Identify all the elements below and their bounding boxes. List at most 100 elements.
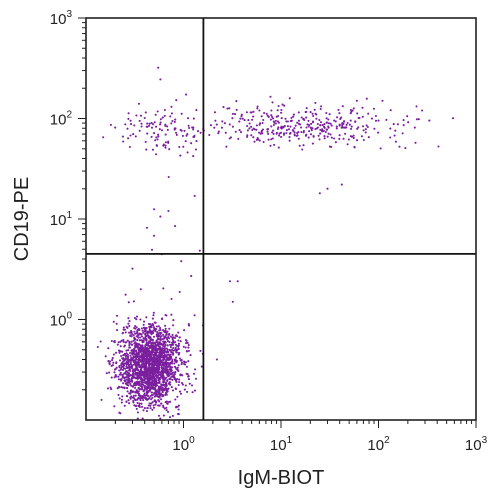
data-point <box>142 399 145 402</box>
data-point <box>169 115 172 118</box>
data-point <box>141 341 144 344</box>
data-point <box>319 121 323 124</box>
data-point <box>122 140 125 143</box>
data-point <box>163 383 166 386</box>
data-point <box>133 344 136 348</box>
data-point <box>340 116 343 119</box>
data-point <box>311 142 314 145</box>
data-point <box>323 123 326 126</box>
data-point <box>145 394 148 397</box>
data-point <box>143 393 146 396</box>
data-point <box>214 119 217 122</box>
data-point <box>145 341 148 344</box>
data-point <box>228 123 231 126</box>
data-point <box>187 360 190 363</box>
data-point <box>107 360 110 363</box>
data-point <box>150 122 153 125</box>
data-point <box>152 311 155 314</box>
data-point <box>349 135 352 138</box>
data-point <box>122 354 125 357</box>
data-point <box>143 351 146 354</box>
data-point <box>123 359 126 362</box>
data-point <box>146 352 149 355</box>
quadrant-gate-lines <box>86 18 476 420</box>
data-point <box>186 151 189 154</box>
data-point <box>313 108 316 111</box>
data-point <box>171 360 174 363</box>
data-point <box>367 112 370 115</box>
data-point <box>139 376 142 379</box>
data-point <box>110 376 113 379</box>
data-point <box>143 357 146 360</box>
data-point <box>176 405 179 408</box>
data-point <box>146 406 149 410</box>
data-point <box>139 370 142 373</box>
data-point <box>113 376 116 379</box>
data-point <box>318 138 321 141</box>
data-point <box>140 333 143 336</box>
data-point <box>158 345 161 348</box>
data-point <box>374 119 378 122</box>
data-point <box>114 367 117 371</box>
data-point <box>117 378 120 381</box>
data-point <box>135 376 138 379</box>
data-point <box>266 128 270 131</box>
data-point <box>307 136 310 139</box>
data-point <box>179 359 182 362</box>
y-tick-label: 100 <box>50 311 73 330</box>
data-point <box>285 131 288 135</box>
data-point <box>129 382 132 386</box>
data-point <box>273 121 276 124</box>
data-point <box>148 402 151 405</box>
data-point <box>290 116 293 119</box>
data-point <box>415 105 418 108</box>
data-point <box>161 376 164 379</box>
data-point <box>139 359 142 362</box>
data-point <box>151 377 154 380</box>
data-point <box>150 126 154 129</box>
data-point <box>302 118 305 121</box>
data-point <box>149 329 152 332</box>
data-point <box>160 375 163 378</box>
data-point <box>158 335 161 338</box>
data-point <box>172 341 175 344</box>
data-point <box>186 341 189 345</box>
data-point <box>402 124 405 127</box>
data-point <box>173 373 176 376</box>
data-point <box>144 354 147 357</box>
data-point <box>149 404 152 407</box>
data-point <box>231 117 234 120</box>
data-point <box>167 141 170 144</box>
data-point <box>374 114 377 118</box>
data-point <box>317 134 320 137</box>
data-point <box>121 395 124 398</box>
data-point <box>136 362 139 365</box>
data-point <box>311 127 314 130</box>
data-point <box>160 370 163 373</box>
data-point <box>134 391 137 394</box>
data-point <box>165 362 168 365</box>
data-point <box>177 331 180 334</box>
tick-labels: 100 101 102 103 100 101 102 103 <box>50 9 488 454</box>
data-point <box>158 373 161 376</box>
data-point <box>131 380 134 383</box>
data-point <box>231 125 234 128</box>
data-point <box>155 391 158 394</box>
data-point <box>136 374 139 377</box>
data-point <box>171 343 174 346</box>
data-point <box>150 343 153 347</box>
data-point <box>139 385 143 388</box>
data-point <box>132 374 135 378</box>
data-point <box>381 99 384 102</box>
data-point <box>282 132 286 135</box>
data-point <box>322 129 325 132</box>
data-point <box>246 134 249 137</box>
data-point <box>192 126 195 129</box>
data-point <box>130 365 133 369</box>
data-point <box>158 350 162 353</box>
data-point <box>283 125 286 128</box>
data-point <box>146 132 149 135</box>
data-point <box>135 335 138 338</box>
data-point <box>145 410 148 413</box>
data-point <box>175 131 178 134</box>
